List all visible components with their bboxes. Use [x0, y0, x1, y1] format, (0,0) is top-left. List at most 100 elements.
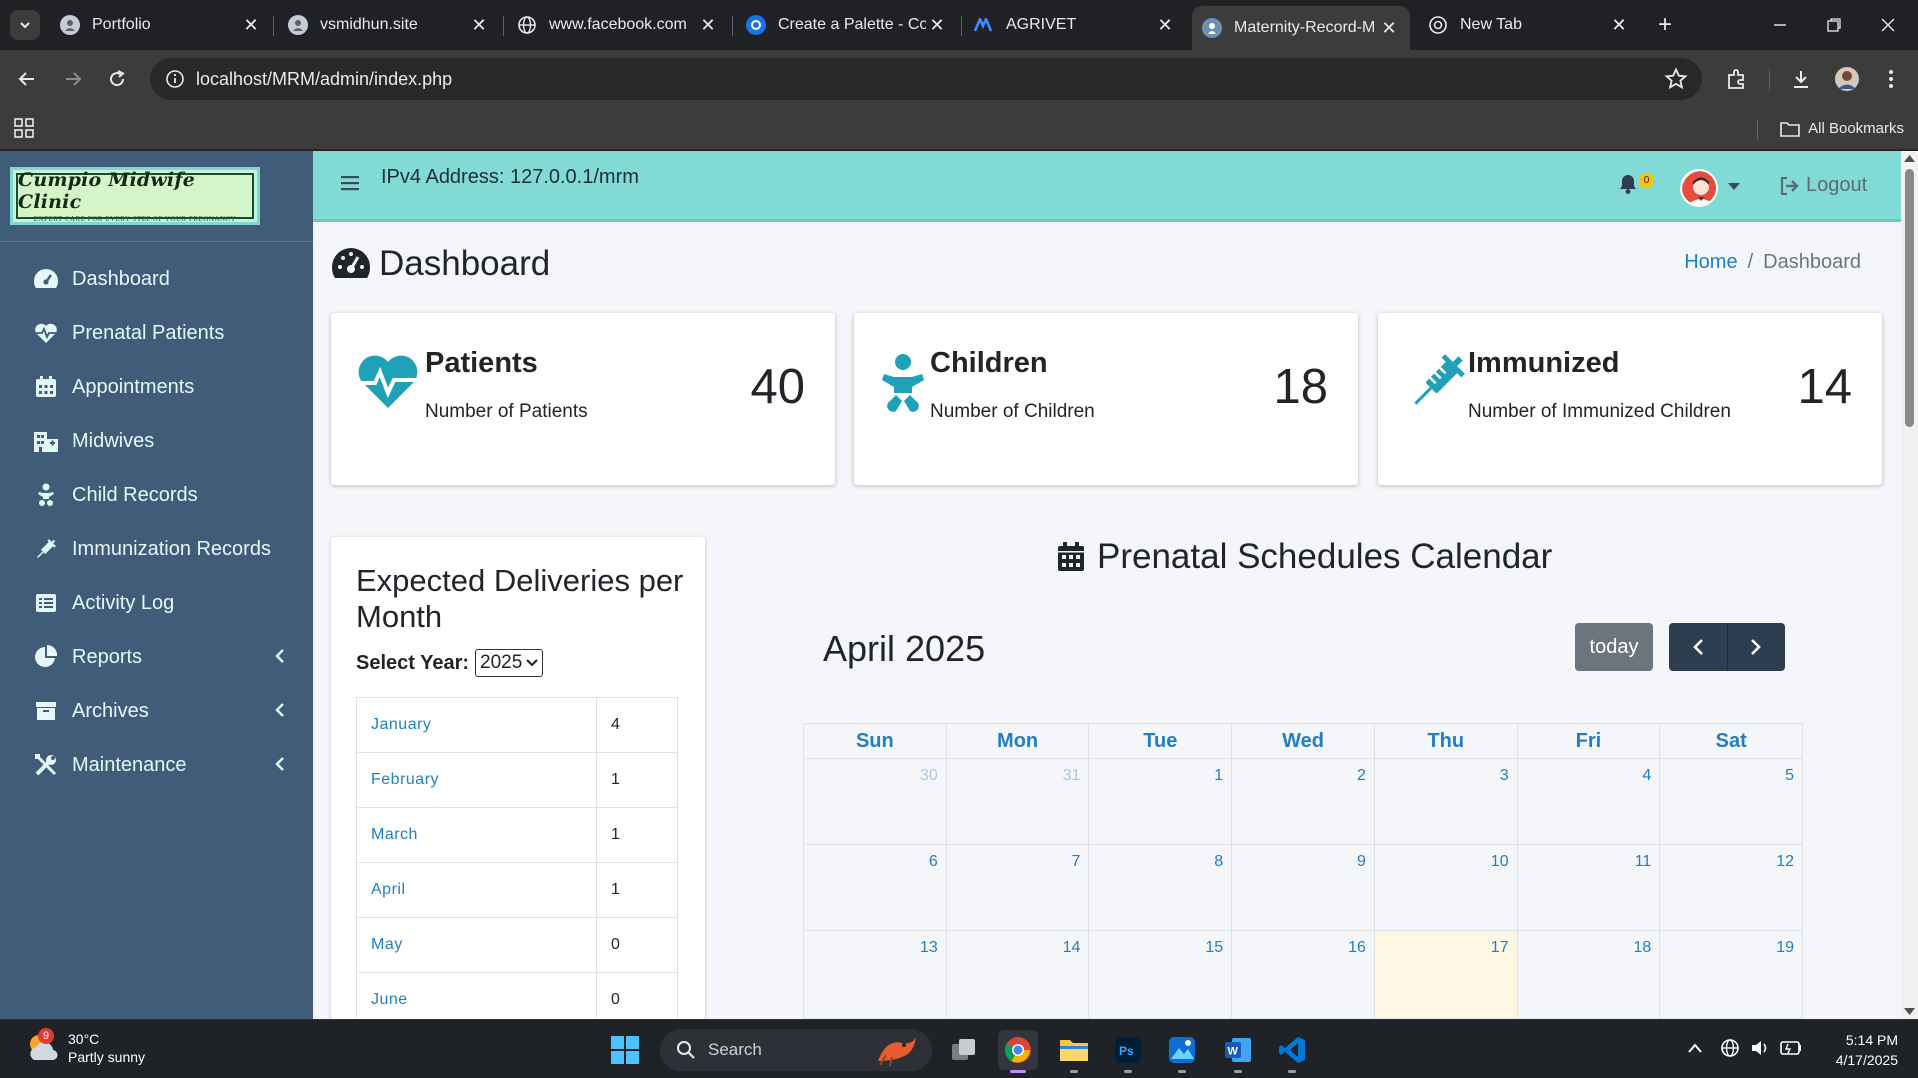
- calendar-day-cell[interactable]: 9: [1232, 845, 1375, 930]
- breadcrumb-current: Dashboard: [1763, 251, 1861, 273]
- calendar-day-cell[interactable]: 30: [804, 759, 947, 844]
- sidebar-item-midwives[interactable]: Midwives: [0, 419, 313, 463]
- year-select[interactable]: 2025: [475, 649, 544, 677]
- profile-button[interactable]: [1830, 62, 1864, 96]
- stat-card-patients[interactable]: Patients Number of Patients 40: [331, 313, 835, 485]
- bell-icon[interactable]: [1618, 173, 1638, 195]
- calendar-day-cell[interactable]: 4: [1518, 759, 1661, 844]
- sidebar-item-immunization-records[interactable]: Immunization Records: [0, 527, 313, 571]
- scrollbar-thumb[interactable]: [1905, 169, 1914, 427]
- brand-logo[interactable]: Cumpio Midwife Clinic EXPERT CARE FOR EV…: [10, 167, 260, 225]
- calendar-day-cell[interactable]: 1: [1089, 759, 1233, 844]
- calendar-day-cell[interactable]: 3: [1375, 759, 1518, 844]
- taskbar-search-box[interactable]: Search: [660, 1029, 932, 1071]
- calendar-day-cell[interactable]: 5: [1660, 759, 1804, 844]
- taskbar-chrome[interactable]: [998, 1030, 1038, 1073]
- back-button[interactable]: [10, 62, 44, 96]
- sidebar-item-maintenance[interactable]: Maintenance: [0, 743, 313, 787]
- breadcrumb-home-link[interactable]: Home: [1684, 251, 1738, 273]
- sidebar-item-appointments[interactable]: Appointments: [0, 365, 313, 409]
- close-window-button[interactable]: [1868, 8, 1908, 42]
- minimize-button[interactable]: [1760, 8, 1800, 42]
- calendar-day-cell[interactable]: 10: [1375, 845, 1518, 930]
- sidebar-item-reports[interactable]: Reports: [0, 635, 313, 679]
- calendar-day-cell[interactable]: 7: [947, 845, 1090, 930]
- close-icon[interactable]: ✕: [700, 14, 716, 35]
- caret-down-icon[interactable]: [1728, 183, 1740, 191]
- tab-portfolio[interactable]: Portfolio ✕: [50, 6, 272, 44]
- reload-button[interactable]: [100, 62, 134, 96]
- tab-facebook[interactable]: www.facebook.com ✕: [507, 6, 729, 44]
- browser-menu-button[interactable]: [1874, 62, 1908, 96]
- stat-card-immunized[interactable]: Immunized Number of Immunized Children 1…: [1378, 313, 1882, 485]
- tab-vsmidhun[interactable]: vsmidhun.site ✕: [278, 6, 500, 44]
- scroll-up-icon[interactable]: [1904, 154, 1915, 162]
- taskbar-search-label: Search: [708, 1040, 762, 1059]
- user-avatar[interactable]: [1680, 169, 1718, 207]
- calendar-day-cell[interactable]: 16: [1232, 931, 1375, 1018]
- calendar-day-cell[interactable]: 8: [1089, 845, 1233, 930]
- close-icon[interactable]: ✕: [243, 14, 259, 35]
- hamburger-menu-icon[interactable]: [341, 175, 359, 191]
- taskbar-vscode[interactable]: [1272, 1030, 1312, 1073]
- page-scrollbar[interactable]: [1901, 151, 1918, 1019]
- tab-agrivet[interactable]: AGRIVET ✕: [964, 6, 1186, 44]
- new-tab-button[interactable]: +: [1657, 11, 1672, 38]
- close-icon[interactable]: ✕: [929, 14, 945, 35]
- site-info-icon[interactable]: [164, 68, 186, 90]
- sidebar-item-prenatal-patients[interactable]: Prenatal Patients: [0, 311, 313, 355]
- battery-icon[interactable]: [1780, 1041, 1802, 1055]
- close-icon[interactable]: ✕: [1157, 14, 1173, 35]
- weather-widget[interactable]: 9 30°C Partly sunny: [24, 1028, 145, 1066]
- downloads-button[interactable]: [1784, 62, 1818, 96]
- scroll-down-icon[interactable]: [1904, 1008, 1915, 1016]
- tab-search-button[interactable]: [10, 10, 40, 40]
- calendar-day-cell-today[interactable]: 17: [1374, 931, 1518, 1018]
- calendar-day-cell[interactable]: 14: [947, 931, 1090, 1018]
- close-icon[interactable]: ✕: [1381, 17, 1397, 38]
- calendar-prev-button[interactable]: [1669, 623, 1727, 671]
- calendar-day-cell[interactable]: 6: [804, 845, 947, 930]
- calendar-section-title-text: Prenatal Schedules Calendar: [1097, 537, 1553, 576]
- taskbar-word[interactable]: W: [1218, 1030, 1258, 1073]
- taskbar-photoshop[interactable]: Ps: [1108, 1030, 1148, 1073]
- calendar-day-cell[interactable]: 15: [1089, 931, 1233, 1018]
- calendar-today-button[interactable]: today: [1575, 623, 1653, 671]
- forward-button[interactable]: [56, 62, 90, 96]
- chevron-up-icon[interactable]: [1688, 1043, 1702, 1053]
- all-bookmarks-button[interactable]: All Bookmarks: [1780, 120, 1904, 137]
- calendar-day-cell[interactable]: 11: [1518, 845, 1661, 930]
- extensions-button[interactable]: [1720, 62, 1754, 96]
- calendar-day-cell[interactable]: 2: [1232, 759, 1375, 844]
- tab-maternity-record[interactable]: Maternity-Record-M ✕: [1192, 6, 1410, 50]
- sidebar-item-activity-log[interactable]: Activity Log: [0, 581, 313, 625]
- calendar-day-cell[interactable]: 12: [1660, 845, 1804, 930]
- sidebar-item-dashboard[interactable]: Dashboard: [0, 257, 313, 301]
- taskbar-task-view[interactable]: [944, 1030, 984, 1070]
- apps-grid-icon[interactable]: [14, 118, 34, 138]
- tab-create-palette[interactable]: Create a Palette - Co ✕: [736, 6, 958, 44]
- taskbar-photos[interactable]: [1162, 1030, 1202, 1073]
- bookmark-star-icon[interactable]: [1664, 67, 1688, 91]
- speaker-icon[interactable]: [1750, 1038, 1770, 1058]
- sidebar-item-archives[interactable]: Archives: [0, 689, 313, 733]
- url-text[interactable]: localhost/MRM/admin/index.php: [196, 69, 453, 89]
- close-icon[interactable]: ✕: [1611, 14, 1627, 35]
- close-icon[interactable]: ✕: [471, 14, 487, 35]
- calendar-next-button[interactable]: [1728, 623, 1786, 671]
- system-clock[interactable]: 5:14 PM 4/17/2025: [1836, 1030, 1898, 1070]
- address-bar[interactable]: localhost/MRM/admin/index.php: [150, 58, 1702, 100]
- calendar-day-cell[interactable]: 31: [947, 759, 1090, 844]
- taskbar-file-explorer[interactable]: [1054, 1030, 1094, 1073]
- calendar-week-row: 13 14 15 16 17 18 19: [803, 931, 1804, 1019]
- stat-card-children[interactable]: Children Number of Children 18: [854, 313, 1358, 485]
- calendar-day-cell[interactable]: 13: [804, 931, 947, 1018]
- logout-button[interactable]: Logout: [1780, 174, 1867, 197]
- calendar-day-cell[interactable]: 18: [1518, 931, 1661, 1018]
- windows-start-icon[interactable]: [610, 1035, 640, 1065]
- restore-button[interactable]: [1814, 8, 1854, 42]
- language-globe-icon[interactable]: [1720, 1038, 1740, 1058]
- sidebar-item-child-records[interactable]: Child Records: [0, 473, 313, 517]
- calendar-day-cell[interactable]: 19: [1660, 931, 1804, 1018]
- tab-new-tab[interactable]: New Tab ✕: [1418, 6, 1640, 44]
